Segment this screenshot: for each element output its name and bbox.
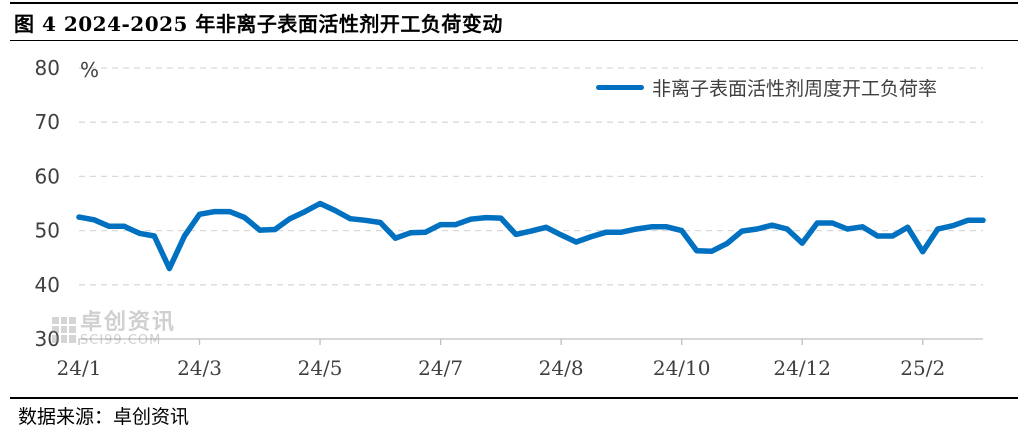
data-point-20 (377, 219, 383, 226)
data-point-5 (151, 233, 157, 239)
data-point-27 (483, 215, 489, 221)
data-point-56 (920, 249, 926, 255)
data-point-54 (890, 233, 896, 239)
data-point-15 (302, 209, 308, 215)
bottom-rule (10, 397, 1018, 399)
data-point-14 (287, 216, 293, 222)
data-point-50 (829, 220, 835, 226)
y-tick-label-30: 30 (35, 327, 60, 351)
x-tick-label-24-3: 24/3 (177, 356, 222, 380)
data-point-59 (965, 217, 971, 223)
data-point-9 (212, 209, 218, 215)
data-point-26 (468, 216, 474, 222)
data-point-4 (136, 230, 142, 236)
data-source: 数据来源：卓创资讯 (18, 406, 190, 428)
data-point-58 (950, 223, 956, 229)
data-point-22 (407, 230, 414, 236)
data-point-47 (784, 226, 790, 232)
data-point-0 (76, 214, 82, 220)
data-point-7 (181, 233, 188, 239)
data-point-18 (347, 216, 353, 222)
y-tick-label-80: 80 (35, 56, 60, 80)
data-point-2 (106, 223, 112, 229)
data-point-1 (91, 217, 97, 223)
x-tick-label-24-12: 24/12 (773, 356, 831, 380)
data-point-60 (980, 217, 986, 223)
data-point-11 (242, 215, 248, 221)
data-point-44 (739, 228, 745, 234)
x-tick-label-24-10: 24/10 (653, 356, 711, 380)
data-point-25 (453, 222, 459, 228)
data-point-30 (528, 228, 534, 234)
legend-swatch (596, 85, 644, 90)
data-point-53 (874, 233, 881, 239)
data-point-12 (257, 227, 263, 233)
watermark-cn: 卓创资讯 (80, 310, 177, 335)
data-point-34 (588, 234, 594, 240)
data-point-45 (754, 226, 760, 232)
x-tick-label-24-5: 24/5 (298, 356, 343, 380)
data-point-8 (196, 211, 203, 217)
data-point-16 (317, 200, 323, 207)
watermark-en: SCI99.COM (80, 333, 162, 348)
data-point-17 (332, 207, 338, 214)
data-point-32 (558, 232, 564, 238)
data-point-46 (769, 222, 775, 228)
y-axis-unit: % (80, 58, 100, 82)
data-point-37 (633, 226, 640, 232)
data-point-49 (814, 220, 820, 226)
data-point-6 (166, 265, 172, 272)
y-tick-label-40: 40 (35, 273, 60, 297)
watermark-logo-icon (52, 316, 76, 343)
data-point-38 (648, 224, 655, 230)
figure-title: 图 4 2024-2025 年非离子表面活性剂开工负荷变动 (14, 12, 503, 36)
data-point-3 (121, 223, 127, 229)
data-point-42 (709, 248, 715, 254)
x-tick-label-24-7: 24/7 (418, 356, 463, 380)
data-point-24 (438, 222, 444, 228)
data-point-35 (603, 229, 609, 235)
data-point-36 (618, 229, 625, 235)
data-point-55 (905, 224, 911, 230)
data-point-13 (272, 226, 278, 233)
data-point-33 (573, 239, 579, 245)
legend: 非离子表面活性剂周度开工负荷率 (596, 74, 937, 101)
line-chart: 30 40 50 60 70 80 24/1 24/3 24/5 24/7 24/8 24/10 24/… (35, 56, 986, 380)
watermark: 卓创资讯 SCI99.COM (52, 312, 176, 347)
data-point-40 (679, 228, 685, 234)
data-point-39 (664, 224, 670, 230)
top-rule (10, 2, 1018, 4)
data-point-31 (543, 224, 549, 230)
data-point-28 (498, 215, 504, 221)
x-tick-label-25-2: 25/2 (900, 356, 945, 380)
data-point-21 (392, 235, 398, 241)
data-point-10 (227, 209, 233, 215)
data-point-57 (935, 226, 941, 232)
y-tick-label-70: 70 (35, 110, 60, 134)
x-tick-label-24-8: 24/8 (539, 356, 584, 380)
y-tick-label-50: 50 (35, 219, 60, 243)
x-tick-label-24-1: 24/1 (57, 356, 102, 380)
data-point-52 (859, 224, 866, 230)
legend-label: 非离子表面活性剂周度开工负荷率 (652, 78, 938, 100)
chart-area: 30 40 50 60 70 80 24/1 24/3 24/5 24/7 24/8 24/10 24/… (0, 41, 1028, 396)
data-point-43 (724, 241, 730, 247)
data-point-48 (799, 240, 805, 246)
data-point-29 (513, 231, 519, 237)
data-point-41 (694, 248, 700, 254)
data-point-19 (362, 217, 368, 223)
data-point-51 (844, 226, 851, 232)
data-point-23 (422, 229, 429, 235)
y-tick-label-60: 60 (35, 164, 60, 188)
title-divider (10, 40, 1018, 41)
